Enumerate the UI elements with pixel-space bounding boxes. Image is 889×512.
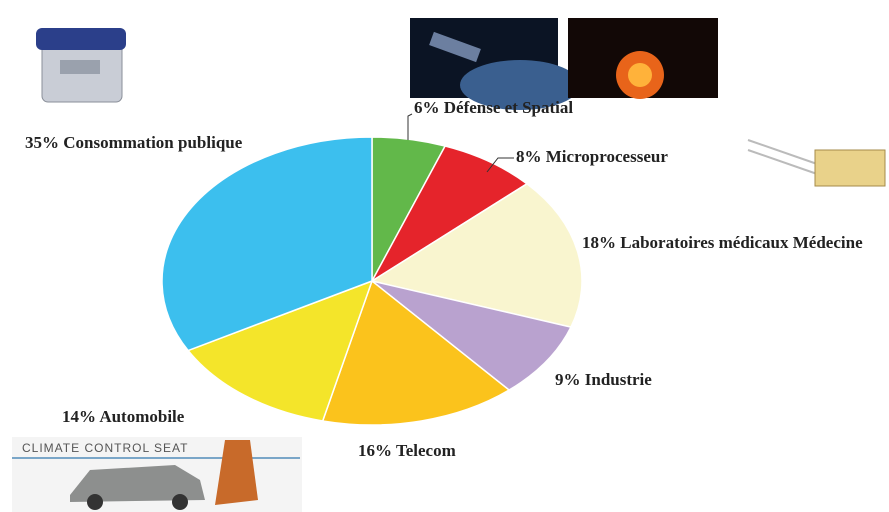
value-label: 35%	[25, 133, 59, 152]
category-label: Automobile	[99, 407, 185, 426]
pie-slice	[321, 279, 511, 426]
label: 14% Automobile	[62, 406, 184, 428]
label: 9% Industrie	[555, 369, 652, 391]
value-label: 8%	[516, 147, 542, 166]
leader-line	[407, 113, 413, 140]
picture-caption: CLIMATE CONTROL SEAT	[22, 441, 188, 455]
module-picture	[747, 139, 886, 187]
label: 16% Telecom	[358, 440, 456, 462]
pie-slice	[186, 279, 374, 422]
pie-slice	[371, 280, 573, 391]
label: 8% Microprocesseur	[516, 146, 668, 168]
value-label: 16%	[358, 441, 392, 460]
value-label: 9%	[555, 370, 581, 389]
car-seat-picture: CLIMATE CONTROL SEAT	[12, 437, 302, 512]
category-label: Consommation publique	[63, 133, 243, 152]
cooler-picture	[36, 28, 126, 103]
category-label: Laboratoires médicaux Médecine	[620, 233, 863, 252]
label: 6% Défense et Spatial	[414, 97, 573, 119]
category-label: Microprocesseur	[545, 147, 668, 166]
pie-slice	[369, 145, 529, 284]
label: 18% Laboratoires médicaux Médecine	[582, 232, 872, 254]
value-label: 18%	[582, 233, 616, 252]
category-label: Industrie	[584, 370, 652, 389]
value-label: 6%	[414, 98, 440, 117]
label: 35% Consommation publique	[25, 132, 255, 154]
category-label: Défense et Spatial	[443, 98, 574, 117]
pie-slice	[161, 136, 373, 352]
pie-slice	[370, 182, 583, 328]
space-pictures	[410, 18, 718, 110]
pie	[161, 136, 583, 426]
category-label: Telecom	[395, 441, 456, 460]
value-label: 14%	[62, 407, 96, 426]
leader-line	[486, 157, 514, 173]
